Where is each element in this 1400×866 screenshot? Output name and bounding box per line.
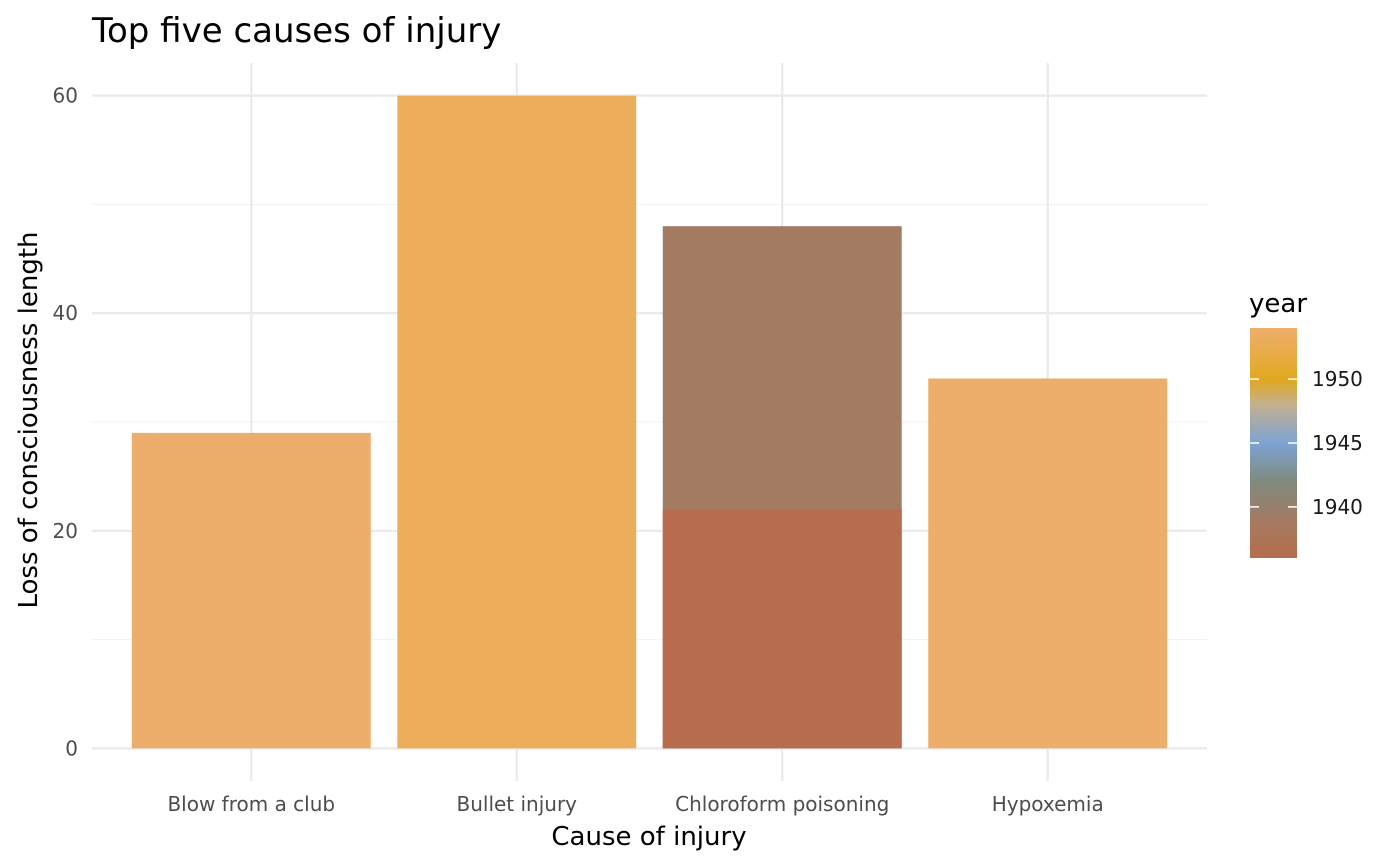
legend-tick-label: 1945 <box>1312 431 1363 455</box>
x-tick-label: Bullet injury <box>456 792 577 816</box>
legend-tick-label: 1940 <box>1312 495 1363 519</box>
chart-title: Top five causes of injury <box>91 11 501 51</box>
bar-bullet-injury <box>397 95 637 749</box>
x-tick-label: Chloroform poisoning <box>675 792 889 816</box>
y-tick-label: 40 <box>53 301 78 325</box>
y-tick-label: 20 <box>53 519 78 543</box>
bar-chloroform-poisoning <box>662 509 902 749</box>
x-tick-label: Blow from a club <box>167 792 335 816</box>
y-axis-title: Loss of consciousness length <box>14 232 44 609</box>
bar-hypoxemia <box>928 378 1168 749</box>
color-legend: year 1950 1945 1940 <box>1249 289 1363 558</box>
y-axis-ticks: 0 20 40 60 <box>53 84 78 761</box>
legend-tick-label: 1950 <box>1312 367 1363 391</box>
x-axis-ticks: Blow from a club Bullet injury Chloroform … <box>167 792 1103 816</box>
legend-title: year <box>1249 289 1307 319</box>
legend-ticks: 1950 1945 1940 <box>1250 367 1363 519</box>
y-tick-label: 0 <box>65 736 78 760</box>
bar-blow-from-a-club <box>131 432 371 749</box>
x-tick-label: Hypoxemia <box>992 792 1104 816</box>
bars <box>131 95 1168 749</box>
y-tick-label: 60 <box>53 84 78 108</box>
x-axis-title: Cause of injury <box>551 822 746 852</box>
